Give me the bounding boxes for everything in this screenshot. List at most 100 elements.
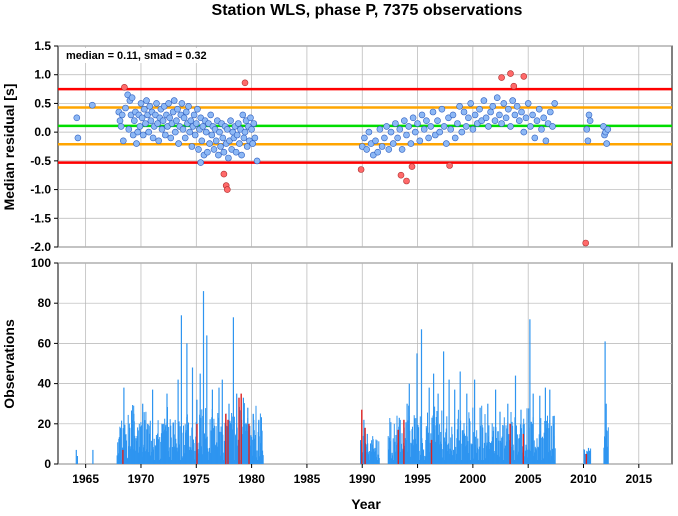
residual-point [149, 134, 157, 142]
observation-bar [526, 408, 528, 464]
observation-bar [508, 440, 510, 464]
observation-bar [129, 427, 131, 464]
observation-bar [232, 429, 234, 464]
observation-bar [200, 446, 202, 464]
residual-point [235, 120, 242, 127]
observation-bar [378, 458, 380, 464]
residual-point [374, 148, 382, 156]
y-tick-label: 0.0 [34, 125, 51, 139]
observation-bar [604, 341, 606, 464]
observation-bar [131, 410, 132, 464]
observation-bar [181, 457, 183, 464]
x-tick-label: 1965 [72, 472, 99, 486]
observation-bar [180, 460, 182, 464]
observation-bar [237, 445, 239, 464]
residual-point [454, 120, 461, 127]
observation-bar [474, 379, 476, 464]
observation-bar [505, 425, 507, 464]
residual-point [511, 111, 519, 119]
observation-bar [447, 451, 449, 464]
observation-bar [258, 419, 260, 464]
observation-bar [210, 453, 212, 464]
y-tick-label: -1.5 [30, 211, 51, 225]
observation-bar [501, 436, 503, 464]
residual-point [238, 151, 245, 159]
observation-bar [231, 413, 233, 464]
residual-point [538, 126, 545, 133]
observation-bar [168, 426, 170, 464]
observation-bar [514, 375, 517, 464]
residual-point [219, 134, 227, 142]
observation-bar [389, 418, 391, 464]
observation-bar [126, 440, 127, 464]
residual-grid [58, 45, 672, 248]
y-tick-label: -2.0 [30, 240, 51, 254]
residual-point [500, 100, 508, 107]
observation-bar [360, 440, 361, 464]
observation-bar [220, 426, 222, 464]
residual-point [465, 114, 472, 122]
residual-point [247, 114, 254, 122]
residual-point [427, 123, 435, 130]
observation-bar [137, 427, 139, 464]
observation-bar [469, 421, 471, 464]
observation-bar [184, 445, 186, 464]
observation-bar [486, 445, 488, 464]
observation-bar [436, 422, 438, 464]
residual-point [585, 111, 593, 119]
residual-point [480, 97, 488, 104]
residual-point [522, 114, 530, 122]
x-tick-label: 1990 [349, 472, 376, 486]
observation-bar [388, 449, 390, 464]
residual-point [520, 128, 528, 136]
observation-bar [542, 438, 544, 464]
residual-point [372, 137, 379, 145]
observation-bar [195, 421, 197, 464]
observation-bar [128, 423, 130, 464]
observation-bar [377, 454, 379, 464]
observation-bar [414, 418, 416, 464]
observation-bar [149, 420, 151, 464]
residual-point [396, 126, 404, 133]
observation-bar [176, 451, 178, 464]
observation-bar [247, 407, 249, 464]
residual-point [145, 128, 152, 136]
observation-bar [262, 450, 264, 464]
residual-point [179, 126, 187, 133]
observation-bar [449, 448, 451, 464]
residual-point [414, 120, 421, 127]
observation-bar [186, 343, 188, 464]
observation-bar [453, 452, 455, 464]
observation-bar [443, 351, 445, 464]
observation-bar [543, 458, 545, 464]
residual-point [449, 111, 457, 119]
observation-bar [190, 447, 192, 464]
observation-bar [412, 426, 413, 464]
residual-point [193, 120, 200, 127]
observation-bar [513, 450, 515, 464]
residual-point [162, 131, 169, 139]
residual-point [250, 120, 258, 127]
observation-bar [415, 418, 417, 464]
observation-bar [434, 441, 436, 464]
residual-point [159, 117, 167, 124]
residual-point [429, 108, 437, 116]
observation-bar [416, 353, 418, 464]
residual-point [74, 134, 82, 142]
outlier-point [397, 171, 405, 179]
outlier-observation-bar [430, 439, 433, 464]
residual-point [195, 146, 202, 153]
residual-points [73, 70, 612, 247]
observation-bar [452, 455, 454, 464]
observation-bar [456, 429, 458, 464]
observation-bar [215, 426, 217, 464]
residual-panel: 1.5 1.0 0.5 0.0 -0.5 -1.0 -1.5 -2.0 median = 0.… [1, 39, 673, 254]
observation-bar [189, 450, 191, 464]
observation-bar [117, 442, 119, 464]
x-tick-label: 1995 [404, 472, 431, 486]
observation-bar [177, 379, 179, 464]
observation-bar [148, 426, 150, 464]
observation-bar [392, 438, 394, 464]
observation-bar [246, 431, 248, 464]
y-tick-label: 40 [38, 377, 52, 391]
